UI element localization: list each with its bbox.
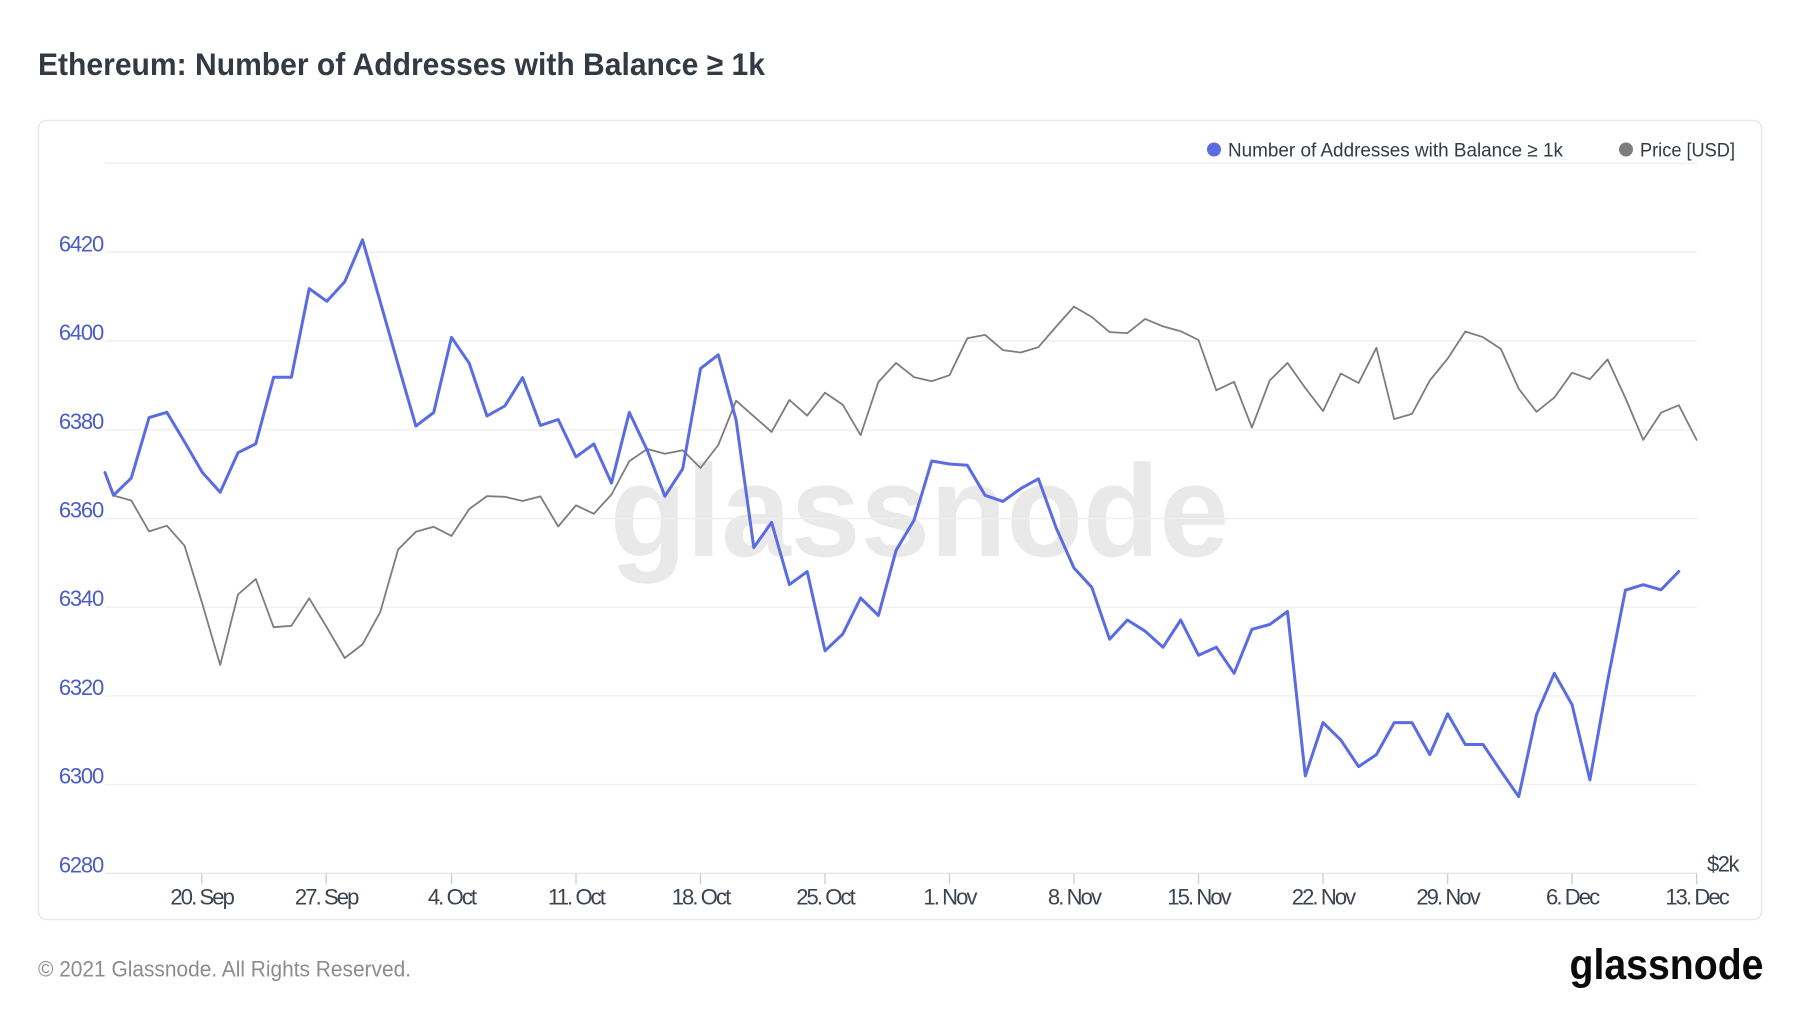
svg-text:6400: 6400 (59, 320, 104, 345)
svg-text:8. Nov: 8. Nov (1048, 885, 1102, 910)
svg-text:13. Dec: 13. Dec (1665, 885, 1729, 910)
svg-text:27. Sep: 27. Sep (295, 885, 359, 910)
svg-text:1. Nov: 1. Nov (923, 885, 977, 910)
svg-text:Price [USD]: Price [USD] (1640, 140, 1735, 162)
svg-text:6300: 6300 (59, 764, 104, 789)
svg-text:4. Oct: 4. Oct (428, 885, 477, 910)
svg-text:29. Nov: 29. Nov (1416, 885, 1480, 910)
svg-text:25. Oct: 25. Oct (796, 885, 855, 910)
svg-text:6. Dec: 6. Dec (1546, 885, 1600, 910)
svg-text:15. Nov: 15. Nov (1167, 885, 1231, 910)
svg-text:Ethereum: Number of Addresses: Ethereum: Number of Addresses with Balan… (38, 46, 765, 82)
svg-text:glassnode: glassnode (610, 437, 1229, 584)
svg-text:6420: 6420 (59, 231, 104, 256)
svg-text:20. Sep: 20. Sep (170, 885, 234, 910)
svg-text:6340: 6340 (59, 586, 104, 611)
svg-text:6360: 6360 (59, 498, 104, 523)
svg-text:Number of Addresses with Balan: Number of Addresses with Balance ≥ 1k (1228, 140, 1563, 162)
svg-text:6320: 6320 (59, 675, 104, 700)
svg-text:$2k: $2k (1707, 852, 1740, 877)
svg-text:11. Oct: 11. Oct (548, 885, 606, 910)
svg-text:18. Oct: 18. Oct (672, 885, 731, 910)
svg-text:© 2021 Glassnode. All Rights R: © 2021 Glassnode. All Rights Reserved. (38, 957, 411, 982)
svg-text:6280: 6280 (59, 852, 104, 877)
svg-text:6380: 6380 (59, 409, 104, 434)
svg-text:glassnode: glassnode (1570, 941, 1764, 989)
svg-text:22. Nov: 22. Nov (1292, 885, 1356, 910)
